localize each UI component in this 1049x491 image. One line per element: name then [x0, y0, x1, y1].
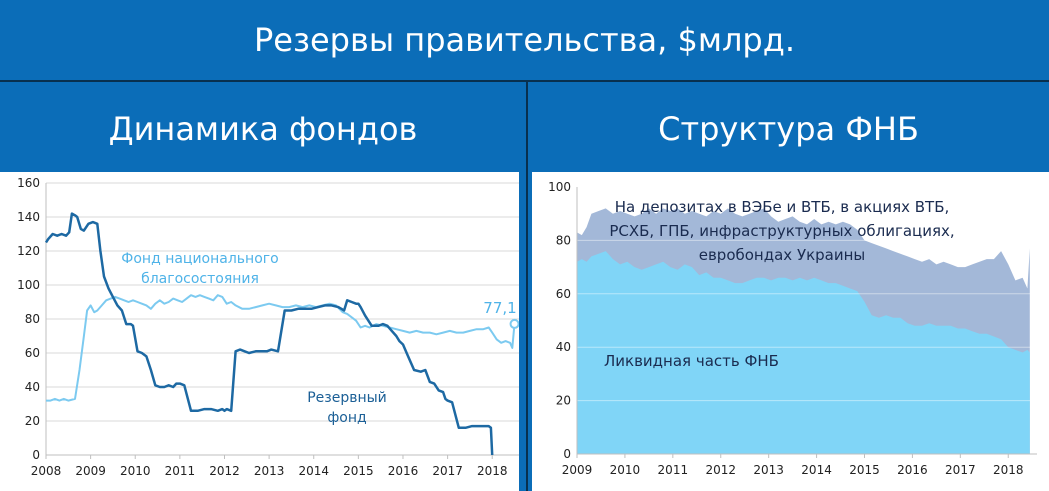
left-x-tick-2018: 2018	[477, 464, 508, 478]
right-y-tick-20: 20	[556, 394, 571, 408]
right-x-tick-2018: 2018	[993, 463, 1024, 477]
left-x-tick-2016: 2016	[388, 464, 419, 478]
left-y-tick-80: 80	[25, 312, 40, 326]
left-series-lines	[44, 212, 519, 456]
reserve-label-line2: фонд	[327, 410, 366, 426]
header-divider	[0, 80, 1049, 82]
left-y-tick-120: 120	[17, 244, 40, 258]
right-tick-labels: 0 20 40 60 80 100 2009 2010 2011 2012 2013 2014 2015…	[548, 180, 1023, 477]
reserve-label-line1: Резервный	[307, 390, 387, 406]
right-x-tick-2016: 2016	[897, 463, 928, 477]
right-x-tick-2015: 2015	[849, 463, 880, 477]
left-x-tick-2013: 2013	[254, 464, 285, 478]
left-y-tick-0: 0	[32, 448, 40, 462]
funds-dynamics-svg: 0 20 40 60 80 100 120 140 160 2008 2009 2010 2011 201…	[17, 176, 519, 478]
other-assets-label-line1: На депозитах в ВЭБе и ВТБ, в акциях ВТБ,	[615, 198, 950, 216]
funds-dynamics-chart: 0 20 40 60 80 100 120 140 160 2008 2009 2010 2011 201…	[0, 172, 519, 491]
right-areas	[577, 208, 1030, 454]
main-title: Резервы правительства, $млрд.	[253, 21, 796, 59]
right-x-tick-2011: 2011	[658, 463, 689, 477]
reserve-fund-line	[44, 212, 494, 456]
left-x-tick-2009: 2009	[75, 464, 106, 478]
other-assets-label-line3: евробондах Украины	[699, 246, 866, 264]
left-x-tick-2017: 2017	[432, 464, 463, 478]
right-x-tick-2014: 2014	[801, 463, 832, 477]
left-x-tick-2011: 2011	[165, 464, 196, 478]
fnb-end-point	[509, 318, 519, 329]
right-annotations: На депозитах в ВЭБе и ВТБ, в акциях ВТБ,…	[604, 198, 955, 370]
left-y-tick-160: 160	[17, 176, 40, 190]
fnb-label-line1: Фонд национального	[121, 251, 278, 267]
fnb-line	[46, 294, 516, 402]
right-y-tick-100: 100	[548, 180, 571, 194]
right-grid	[576, 186, 1037, 458]
panel-divider	[526, 80, 528, 491]
left-x-tick-2012: 2012	[209, 464, 240, 478]
left-x-tick-2010: 2010	[120, 464, 151, 478]
left-y-tick-100: 100	[17, 278, 40, 292]
right-y-tick-40: 40	[556, 340, 571, 354]
other-assets-label-line2: РСХБ, ГПБ, инфраструктурных облигациях,	[609, 222, 954, 240]
right-y-tick-80: 80	[556, 233, 571, 247]
fnb-structure-chart: 0 20 40 60 80 100 2009 2010 2011 2012 2013 2014 2015…	[532, 172, 1049, 491]
right-y-tick-60: 60	[556, 287, 571, 301]
right-x-tick-2010: 2010	[610, 463, 641, 477]
left-tick-labels: 0 20 40 60 80 100 120 140 160 2008 2009 2010 2011 201…	[17, 176, 507, 478]
left-y-tick-140: 140	[17, 210, 40, 224]
right-y-tick-0: 0	[563, 447, 571, 461]
left-x-tick-2008: 2008	[31, 464, 62, 478]
right-panel-title: Структура ФНБ	[658, 110, 919, 148]
left-annotations: Фонд национального благосостояния Резерв…	[121, 251, 516, 426]
end-value-label: 77,1	[483, 299, 516, 317]
left-y-tick-40: 40	[25, 380, 40, 394]
left-x-tick-2015: 2015	[343, 464, 374, 478]
left-panel-title: Динамика фондов	[108, 110, 418, 148]
liquid-part-label: Ликвидная часть ФНБ	[604, 352, 779, 370]
left-y-tick-60: 60	[25, 346, 40, 360]
left-x-tick-2014: 2014	[298, 464, 329, 478]
fnb-structure-svg: 0 20 40 60 80 100 2009 2010 2011 2012 2013 2014 2015…	[548, 180, 1037, 477]
right-x-tick-2009: 2009	[562, 463, 593, 477]
liquid-part-area	[577, 251, 1030, 454]
left-y-tick-20: 20	[25, 414, 40, 428]
right-x-tick-2012: 2012	[705, 463, 736, 477]
right-x-tick-2013: 2013	[753, 463, 784, 477]
fnb-label-line2: благосостояния	[141, 271, 259, 287]
right-x-tick-2017: 2017	[945, 463, 976, 477]
